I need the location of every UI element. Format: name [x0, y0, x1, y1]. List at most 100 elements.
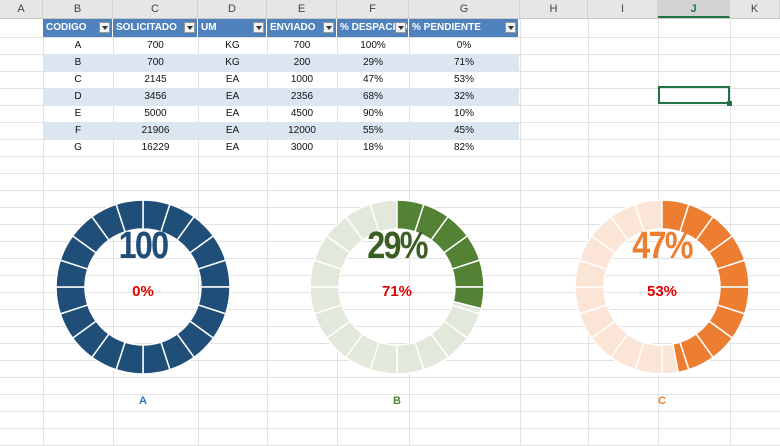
column-header-a[interactable]: A: [0, 0, 43, 18]
table-cell[interactable]: EA: [198, 71, 267, 89]
column-header-h[interactable]: H: [520, 0, 588, 18]
table-cell[interactable]: 47%: [337, 71, 409, 89]
grid-hline: [0, 411, 780, 412]
column-header-g[interactable]: G: [409, 0, 520, 18]
column-header-j[interactable]: J: [658, 0, 730, 18]
table-cell[interactable]: 45%: [409, 122, 519, 140]
cell-text: A: [74, 40, 82, 51]
table-cell[interactable]: D: [43, 88, 113, 106]
cell-text: 2356: [290, 91, 314, 102]
cell-text: D: [74, 91, 82, 102]
table-cell[interactable]: C: [43, 71, 113, 89]
cell-text: CODIGO: [46, 22, 87, 33]
cell-text: EA: [225, 125, 240, 136]
table-cell[interactable]: 18%: [337, 139, 409, 157]
filter-dropdown-icon[interactable]: [99, 22, 110, 33]
table-cell[interactable]: E: [43, 105, 113, 123]
cell-text: 200: [293, 57, 311, 68]
table-cell[interactable]: 100%: [337, 37, 409, 55]
table-header-cell[interactable]: % PENDIENTE: [409, 19, 519, 37]
table-cell[interactable]: 0%: [409, 37, 519, 55]
cell-text: 82%: [453, 142, 474, 153]
table-cell[interactable]: B: [43, 54, 113, 72]
table-cell[interactable]: 90%: [337, 105, 409, 123]
cell-text: 47%: [362, 74, 383, 85]
table-cell[interactable]: F: [43, 122, 113, 140]
selected-cell[interactable]: [658, 86, 732, 106]
table-cell[interactable]: 3000: [267, 139, 337, 157]
table-header-cell[interactable]: % DESPACHO: [337, 19, 409, 37]
cell-text: 5000: [144, 108, 167, 119]
filter-dropdown-icon[interactable]: [505, 22, 516, 33]
filter-dropdown-icon[interactable]: [253, 22, 264, 33]
column-header-b[interactable]: B: [43, 0, 113, 18]
table-cell[interactable]: 3456: [113, 88, 198, 106]
cell-text: 3000: [290, 142, 314, 153]
cell-text: 100%: [360, 40, 386, 51]
table-cell[interactable]: 71%: [409, 54, 519, 72]
filter-dropdown-icon[interactable]: [323, 22, 334, 33]
table-cell[interactable]: 29%: [337, 54, 409, 72]
table-cell[interactable]: 10%: [409, 105, 519, 123]
cell-text: 2145: [144, 74, 167, 85]
cell-text: SOLICITADO: [116, 22, 177, 33]
table-cell[interactable]: EA: [198, 88, 267, 106]
column-header-f[interactable]: F: [337, 0, 409, 18]
table-cell[interactable]: 200: [267, 54, 337, 72]
grid-hline: [0, 241, 780, 242]
column-header-e[interactable]: E: [267, 0, 337, 18]
table-cell[interactable]: 12000: [267, 122, 337, 140]
table-header-cell[interactable]: SOLICITADO: [113, 19, 198, 37]
table-cell[interactable]: 700: [267, 37, 337, 55]
donut-chart-b: [309, 199, 485, 375]
filter-dropdown-icon[interactable]: [184, 22, 195, 33]
table-cell[interactable]: 32%: [409, 88, 519, 106]
column-header-i[interactable]: I: [588, 0, 658, 18]
donut-value-segment: [115, 199, 144, 233]
table-cell[interactable]: A: [43, 37, 113, 55]
grid-hline: [0, 37, 780, 38]
table-header-cell[interactable]: ENVIADO: [267, 19, 337, 37]
table-cell[interactable]: 700: [113, 54, 198, 72]
table-cell[interactable]: EA: [198, 122, 267, 140]
cell-text: B: [74, 57, 82, 68]
table-cell[interactable]: 2145: [113, 71, 198, 89]
table-cell[interactable]: 82%: [409, 139, 519, 157]
table-cell[interactable]: 53%: [409, 71, 519, 89]
table-cell[interactable]: 21906: [113, 122, 198, 140]
table-row: C 2145 EA 1000 47% 53%: [43, 71, 519, 89]
table-cell[interactable]: 2356: [267, 88, 337, 106]
table-header-cell[interactable]: UM: [198, 19, 267, 37]
table-cell[interactable]: 68%: [337, 88, 409, 106]
cell-text: 68%: [362, 91, 383, 102]
cell-text: 700: [147, 40, 164, 51]
table-cell[interactable]: EA: [198, 139, 267, 157]
donut-small-value: 0%: [132, 283, 154, 300]
cell-text: % PENDIENTE: [412, 22, 481, 33]
cell-text: C: [74, 74, 82, 85]
cell-text: 4500: [290, 108, 314, 119]
grid-hline: [0, 428, 780, 429]
table-cell[interactable]: 4500: [267, 105, 337, 123]
table-cell[interactable]: KG: [198, 37, 267, 55]
column-header-d[interactable]: D: [198, 0, 267, 18]
table-cell[interactable]: 5000: [113, 105, 198, 123]
table-cell[interactable]: G: [43, 139, 113, 157]
grid-hline: [0, 343, 780, 344]
table-cell[interactable]: 16229: [113, 139, 198, 157]
table-cell[interactable]: 55%: [337, 122, 409, 140]
donut-big-value: 29%: [367, 225, 428, 267]
filter-dropdown-icon[interactable]: [395, 22, 406, 33]
table-cell[interactable]: EA: [198, 105, 267, 123]
column-header-k[interactable]: K: [730, 0, 780, 18]
table-cell[interactable]: 700: [113, 37, 198, 55]
cell-text: 3456: [144, 91, 167, 102]
donut-big-value: 100: [118, 225, 169, 267]
cell-text: 53%: [453, 74, 474, 85]
column-header-c[interactable]: C: [113, 0, 198, 18]
table-header-cell[interactable]: CODIGO: [43, 19, 113, 37]
table-cell[interactable]: KG: [198, 54, 267, 72]
cell-text: 16229: [141, 142, 170, 153]
table-cell[interactable]: 1000: [267, 71, 337, 89]
